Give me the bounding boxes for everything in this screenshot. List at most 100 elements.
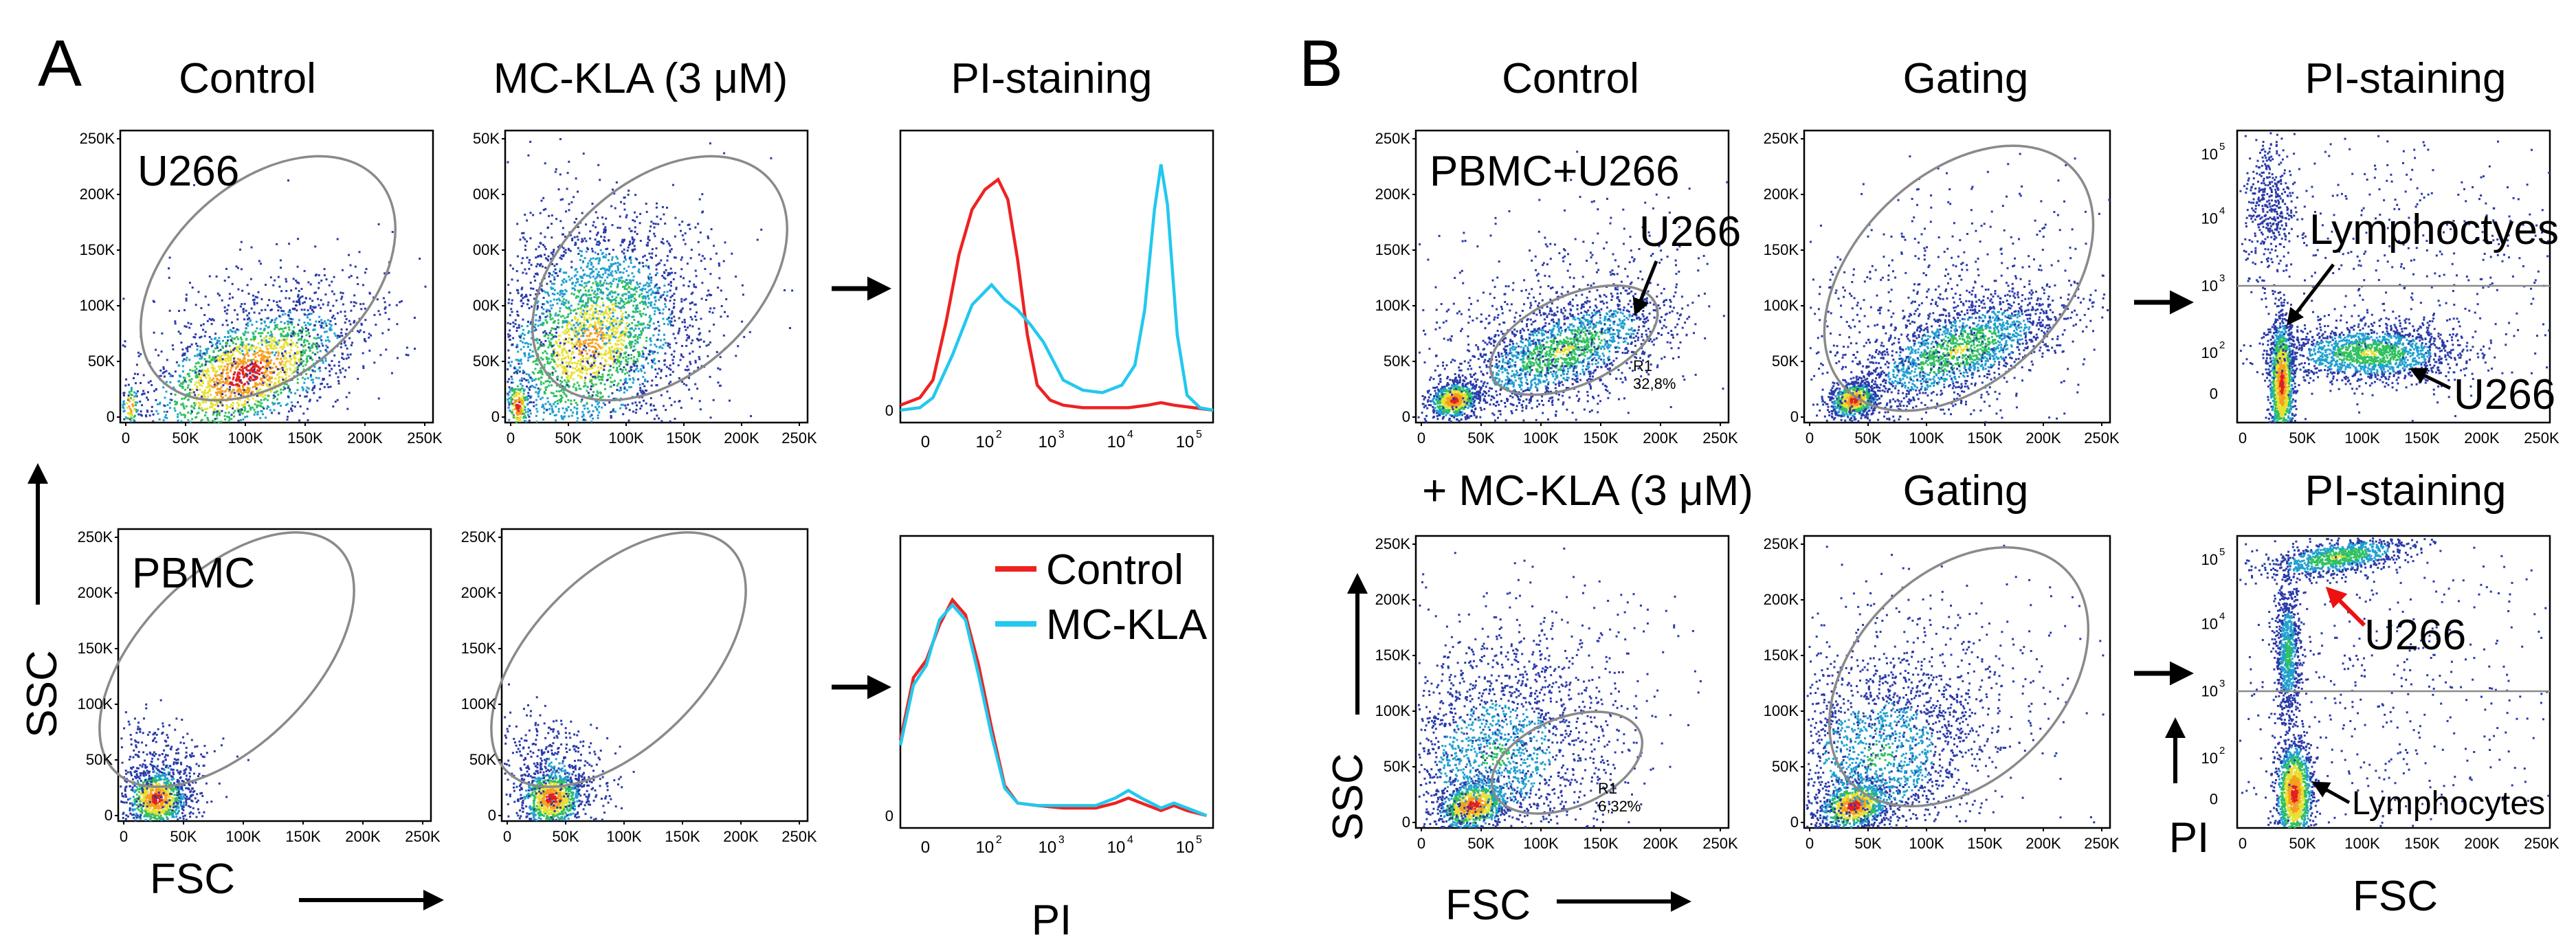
event-dot: [686, 369, 689, 372]
event-dot: [301, 335, 303, 338]
event-dot: [658, 287, 661, 289]
event-dot: [229, 406, 232, 408]
event-dot: [619, 271, 621, 273]
event-dot: [619, 389, 622, 392]
event-dot: [223, 365, 226, 368]
event-dot: [252, 294, 254, 297]
event-dot: [542, 244, 544, 246]
event-dot: [204, 396, 206, 398]
event-dot: [564, 357, 567, 359]
event-dot: [223, 414, 226, 417]
event-dot: [559, 289, 562, 292]
event-dot: [218, 379, 221, 382]
event-dot: [275, 391, 278, 394]
event-dot: [287, 320, 290, 323]
event-dot: [520, 348, 522, 351]
event-dot: [280, 371, 282, 373]
event-dot: [566, 325, 568, 328]
event-dot: [245, 337, 248, 340]
event-dot: [227, 363, 230, 366]
event-dot: [301, 295, 304, 298]
event-dot: [673, 256, 676, 259]
event-dot: [311, 346, 314, 349]
event-dot: [646, 380, 649, 383]
event-dot: [127, 394, 130, 397]
event-dot: [579, 322, 581, 325]
event-dot: [210, 406, 213, 408]
event-dot: [320, 324, 323, 327]
event-dot: [559, 335, 562, 337]
event-dot: [592, 265, 595, 268]
event-dot: [559, 256, 562, 259]
event-dot: [600, 328, 602, 331]
event-dot: [592, 311, 595, 313]
event-dot: [241, 303, 243, 305]
event-dot: [642, 353, 645, 355]
event-dot: [559, 346, 561, 348]
event-dot: [592, 326, 595, 328]
event-dot: [535, 407, 538, 410]
event-dot: [541, 405, 544, 408]
event-dot: [606, 319, 608, 322]
event-dot: [260, 380, 263, 383]
event-dot: [562, 293, 565, 296]
event-dot: [325, 324, 328, 327]
event-dot: [633, 364, 636, 367]
event-dot: [623, 197, 625, 199]
event-dot: [307, 355, 310, 357]
event-dot: [280, 306, 282, 309]
event-dot: [655, 254, 657, 257]
event-dot: [613, 333, 616, 336]
event-dot: [756, 238, 759, 241]
event-dot: [230, 359, 232, 361]
event-dot: [247, 410, 249, 413]
event-dot: [671, 183, 674, 186]
event-dot: [595, 317, 597, 319]
event-dot: [242, 418, 245, 420]
event-dot: [177, 330, 180, 333]
event-dot: [561, 233, 564, 236]
event-dot: [268, 376, 271, 379]
event-dot: [210, 345, 213, 348]
event-dot: [642, 391, 645, 394]
event-dot: [193, 407, 196, 410]
event-dot: [634, 361, 637, 363]
event-dot: [324, 339, 327, 342]
event-dot: [297, 295, 299, 298]
event-dot: [281, 313, 284, 316]
event-dot: [641, 393, 644, 395]
event-dot: [305, 334, 308, 337]
event-dot: [663, 276, 665, 279]
event-dot: [220, 403, 223, 405]
event-dot: [579, 289, 581, 291]
event-dot: [148, 414, 151, 417]
event-dot: [587, 301, 589, 304]
event-dot: [647, 306, 649, 309]
event-dot: [584, 306, 586, 308]
event-dot: [254, 355, 257, 358]
event-dot: [565, 407, 568, 410]
event-dot: [573, 328, 575, 331]
event-dot: [555, 414, 557, 416]
event-dot: [354, 265, 357, 268]
event-dot: [634, 412, 637, 414]
event-dot: [562, 331, 565, 334]
event-dot: [368, 336, 370, 339]
event-dot: [133, 416, 135, 418]
event-dot: [600, 366, 603, 369]
event-dot: [557, 319, 559, 322]
event-dot: [313, 366, 316, 368]
event-dot: [132, 405, 135, 407]
event-dot: [647, 362, 649, 365]
event-dot: [508, 403, 511, 406]
event-dot: [663, 264, 666, 267]
event-dot: [265, 370, 267, 372]
event-dot: [344, 369, 347, 372]
event-dot: [571, 239, 574, 242]
event-dot: [592, 391, 595, 393]
event-dot: [568, 415, 570, 418]
event-dot: [632, 240, 634, 243]
event-dot: [673, 293, 676, 295]
event-dot: [585, 240, 588, 243]
event-dot: [353, 319, 356, 322]
